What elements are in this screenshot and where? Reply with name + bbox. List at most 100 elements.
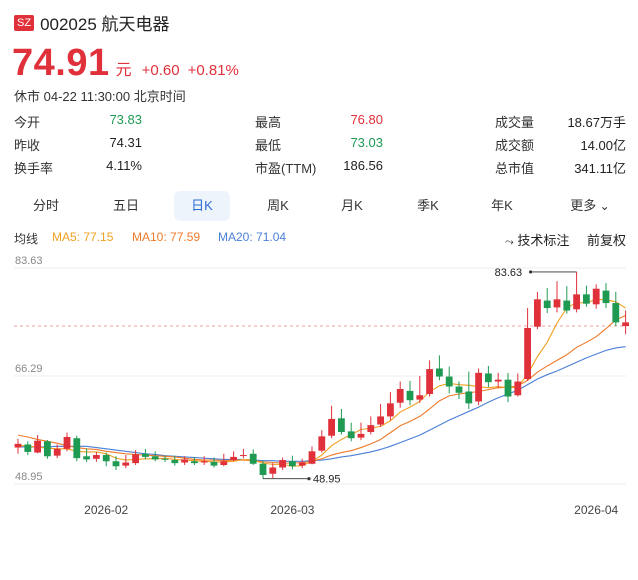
candle-body — [289, 461, 296, 467]
candle-body — [220, 461, 228, 466]
adjust-button[interactable]: 前复权 — [586, 233, 626, 248]
stock-title: 002025 航天电器 — [40, 15, 170, 34]
candle-body — [24, 444, 32, 452]
candle-body — [553, 299, 561, 308]
candle-body — [357, 433, 365, 438]
tab-0[interactable]: 分时 — [32, 198, 59, 213]
candle-body — [387, 403, 394, 417]
tab-6[interactable]: 年K — [491, 198, 513, 213]
candle-body — [259, 463, 267, 475]
candle-body — [465, 391, 473, 404]
candle-body — [396, 389, 404, 403]
candle-body — [161, 458, 169, 460]
tech-annotation-button[interactable]: ⤳ 技术标注 — [504, 233, 570, 248]
stat-value: 14.00亿 — [580, 138, 626, 153]
stat-item: 市盈(TTM) 186.56 — [255, 158, 383, 176]
min-annotation-label: 48.95 — [313, 474, 341, 486]
stat-value: 76.80 — [350, 112, 383, 127]
candle-body — [34, 440, 41, 453]
candle-body — [298, 462, 306, 466]
candle-body — [494, 379, 502, 382]
candle-body — [279, 460, 286, 468]
stat-label: 成交额 — [495, 138, 535, 153]
ma20-line — [18, 346, 626, 462]
candle-body — [318, 436, 326, 451]
candle-body — [347, 431, 355, 439]
max-annotation-dot — [529, 270, 533, 274]
candle-body — [308, 451, 316, 464]
candle-body — [563, 300, 571, 311]
candle-body — [436, 368, 443, 377]
stat-label: 最低 — [255, 138, 282, 153]
kline-svg: 83.63 66.29 48.95 83.63 48.95 2026-02 2026-03 2… — [14, 255, 629, 517]
candle-body — [151, 456, 159, 460]
stat-item: 成交量 18.67万手 — [495, 112, 626, 130]
candle-body — [426, 369, 433, 394]
tab-2[interactable]: 日K — [174, 191, 230, 221]
stat-value: 74.31 — [109, 135, 142, 150]
candle-body — [338, 418, 345, 432]
candle-body — [602, 290, 610, 304]
candle-body — [230, 456, 237, 461]
candle-body — [514, 381, 522, 396]
candle-body — [543, 300, 551, 309]
candle-body — [112, 461, 120, 467]
candle-body — [328, 418, 335, 436]
candle-body — [445, 376, 453, 387]
stat-label: 昨收 — [14, 138, 41, 153]
price-change: +0.60 — [141, 62, 180, 79]
price-unit: 元 — [115, 62, 132, 79]
stat-item: 成交额 14.00亿 — [495, 135, 626, 153]
tab-4[interactable]: 月K — [341, 198, 363, 213]
stat-item: 昨收 74.31 — [14, 135, 142, 153]
candle-body — [416, 395, 424, 400]
candle-body — [122, 462, 130, 466]
candle-body — [475, 372, 482, 402]
candle-body — [504, 379, 512, 397]
candle-body — [612, 303, 620, 323]
min-annotation-dot — [307, 477, 311, 481]
x-tick-label: 2026-04 — [574, 503, 618, 517]
stat-label: 今开 — [14, 115, 41, 130]
candle-body — [210, 461, 218, 466]
candle-body — [455, 386, 463, 393]
candle-body — [485, 373, 492, 383]
candle-body — [53, 448, 61, 456]
kline-chart[interactable]: 83.63 66.29 48.95 83.63 48.95 2026-02 2026-03 2… — [0, 252, 638, 522]
ma10-line — [17, 315, 626, 464]
stat-label: 最高 — [255, 115, 282, 130]
tab-1[interactable]: 五日 — [112, 198, 139, 213]
candle-body — [102, 455, 110, 462]
x-tick-label: 2026-03 — [270, 503, 314, 517]
y-tick-label: 48.95 — [15, 471, 43, 483]
stat-label: 换手率 — [14, 161, 54, 176]
candle-body — [377, 416, 384, 425]
y-tick-label: 66.29 — [15, 363, 43, 375]
ma20-label: MA20: 71.04 — [218, 230, 287, 244]
current-price: 74.91 — [12, 42, 110, 84]
candle-body — [142, 453, 149, 457]
candle-body — [44, 441, 51, 457]
chart-tools: ⤳ 技术标注 前复权 — [491, 230, 626, 249]
x-tick-label: 2026-02 — [84, 503, 128, 517]
ma10-label: MA10: 77.59 — [132, 230, 201, 244]
candle-body — [534, 299, 541, 327]
stat-label: 市盈(TTM) — [255, 161, 317, 176]
candle-body — [524, 327, 531, 380]
stat-value: 18.67万手 — [567, 115, 626, 130]
candle-body — [171, 460, 179, 464]
ma-title: 均线 — [14, 232, 39, 246]
candle-body — [367, 425, 375, 432]
candle-body — [181, 459, 188, 463]
tab-5[interactable]: 季K — [417, 198, 439, 213]
tab-3[interactable]: 周K — [267, 198, 289, 213]
stat-item: 换手率 4.11% — [14, 158, 142, 176]
price-row: 74.91 元 +0.60 +0.81% — [12, 42, 239, 85]
market-badge: SZ — [14, 14, 35, 31]
tab-7[interactable]: 更多 ⌄ — [570, 198, 610, 213]
stat-label: 总市值 — [495, 161, 535, 176]
stat-value: 341.11亿 — [574, 161, 626, 176]
y-tick-label: 83.63 — [15, 255, 43, 267]
price-change-pct: +0.81% — [187, 62, 239, 79]
stat-value: 186.56 — [343, 158, 383, 173]
